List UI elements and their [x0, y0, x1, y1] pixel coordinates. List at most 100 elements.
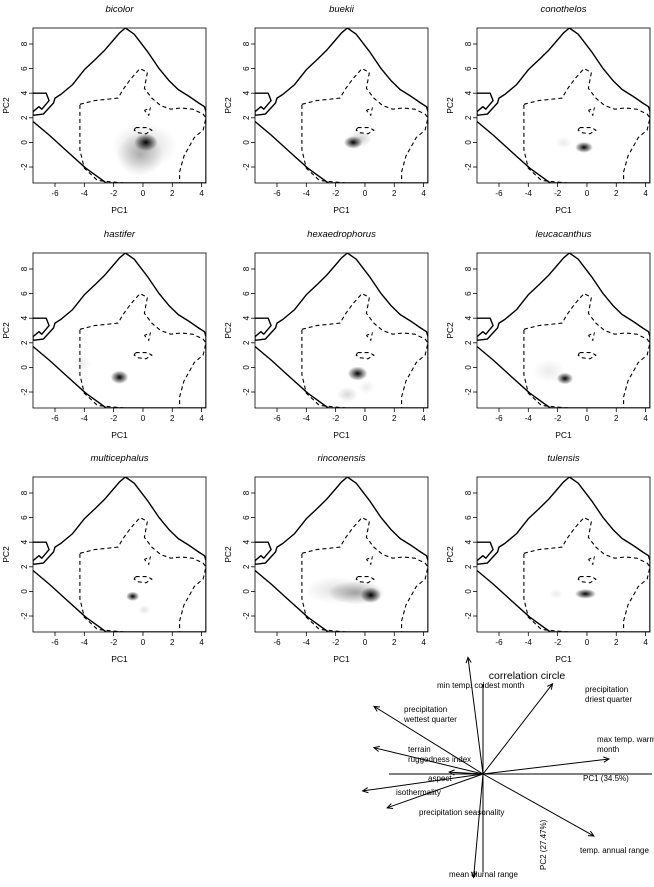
environment-outline [255, 28, 428, 183]
niche-island [133, 352, 153, 360]
y-axis-label: PC2 [445, 97, 455, 114]
y-tick-label: 0 [242, 140, 251, 145]
species-panel-multicephalus: multicephalus -6 -4 -2 0 2 4 -2 0 2 4 6 8 PC1 PC2 [1, 453, 207, 664]
x-tick-label: -4 [303, 638, 311, 647]
density-layer [336, 366, 375, 403]
species-panel-leucacanthus: leucacanthus -6 -4 -2 0 2 4 -2 0 2 4 6 8 PC1 PC2 [445, 229, 651, 440]
y-tick-label: 2 [20, 115, 29, 120]
y-axis-label: PC2 [1, 322, 11, 339]
density-layer [549, 588, 597, 599]
y-tick-label: 8 [464, 41, 473, 46]
x-axis-label: PC1 [111, 430, 128, 440]
x-tick-label: 4 [643, 189, 648, 198]
x-tick-label: 0 [585, 638, 590, 647]
niche-island [366, 556, 373, 566]
y-tick-label: 8 [464, 266, 473, 271]
density-blob [555, 136, 572, 149]
y-axis-label: PC2 [223, 97, 233, 114]
loading-arrow [373, 705, 484, 775]
niche-island [355, 352, 375, 360]
x-tick-label: -6 [495, 414, 503, 423]
density-blob [138, 604, 151, 615]
plot-frame [254, 27, 429, 184]
x-tick-label: -4 [525, 638, 533, 647]
boundary-layer [255, 28, 428, 183]
x-tick-label: 2 [392, 189, 397, 198]
y-tick-label: 2 [464, 564, 473, 569]
species-panel-bicolor: bicolor -6 -4 -2 0 2 4 -2 0 2 4 6 8 PC1 PC2 [1, 4, 207, 215]
panel-title: leucacanthus [536, 229, 592, 240]
niche-outline [523, 292, 650, 408]
arrow-head [361, 787, 369, 794]
panel-title: tulensis [547, 453, 579, 464]
boundary-layer [255, 253, 428, 408]
x-axis-label: PC1 [555, 430, 572, 440]
density-blob [347, 366, 368, 381]
x-tick-label: -4 [303, 189, 311, 198]
y-tick-label: 2 [20, 340, 29, 345]
y-tick-label: -2 [20, 163, 29, 171]
niche-outline [523, 67, 650, 183]
x-tick-label: 4 [421, 189, 426, 198]
y-tick-label: 2 [464, 340, 473, 345]
correlation-title: correlation circle [489, 670, 566, 682]
arrow-head [372, 745, 380, 752]
y-tick-label: 0 [464, 589, 473, 594]
x-tick-label: 2 [170, 638, 175, 647]
x-axis-label: PC1 [111, 205, 128, 215]
loading-arrow [373, 747, 484, 775]
environment-outline [255, 477, 428, 632]
loading-label: precipitation driest quarter [585, 685, 632, 704]
environment-outline [477, 477, 650, 632]
loading-label: terrain ruggedness index [408, 745, 471, 764]
plot-frame [476, 252, 651, 409]
niche-outline [301, 67, 428, 183]
y-tick-label: 8 [20, 266, 29, 271]
density-blob [532, 359, 566, 383]
y-tick-label: -2 [464, 612, 473, 620]
plot-frame [32, 27, 207, 184]
niche-island [355, 127, 375, 135]
plot-frame [32, 252, 207, 409]
y-axis-label: PC2 [223, 546, 233, 563]
density-blob [336, 386, 358, 403]
x-tick-label: -2 [332, 638, 340, 647]
x-tick-label: -4 [525, 189, 533, 198]
density-blob [549, 588, 564, 599]
x-tick-label: 2 [614, 189, 619, 198]
arrow-head [372, 705, 380, 712]
x-tick-label: 0 [141, 189, 146, 198]
y-tick-label: 6 [242, 515, 251, 520]
y-tick-label: -2 [464, 163, 473, 171]
loading-label: aspect [428, 774, 452, 783]
niche-island [144, 556, 151, 566]
y-tick-label: 0 [464, 365, 473, 370]
x-tick-label: -2 [332, 189, 340, 198]
x-tick-label: -4 [303, 414, 311, 423]
x-tick-label: -2 [554, 638, 562, 647]
loading-arrow [386, 773, 484, 809]
y-tick-label: 4 [464, 539, 473, 544]
density-layer [126, 591, 151, 615]
boundary-layer [33, 253, 206, 408]
x-tick-label: -6 [273, 189, 281, 198]
x-tick-label: 2 [614, 414, 619, 423]
boundary-layer [33, 28, 206, 183]
x-tick-label: 4 [199, 414, 204, 423]
x-tick-label: -6 [273, 414, 281, 423]
x-tick-label: -2 [332, 414, 340, 423]
loading-label: min temp. coldest month [437, 681, 524, 690]
x-tick-label: 4 [199, 638, 204, 647]
density-layer [111, 122, 178, 177]
y-tick-label: -2 [242, 612, 251, 620]
x-axis-label: PC1 [111, 654, 128, 664]
niche-island [133, 127, 153, 135]
x-tick-label: 4 [421, 638, 426, 647]
y-tick-label: 6 [20, 66, 29, 71]
environment-outline [477, 253, 650, 408]
niche-island [366, 107, 373, 117]
x-tick-label: -6 [51, 189, 59, 198]
boundary-layer [255, 477, 428, 632]
x-tick-label: 4 [421, 414, 426, 423]
environment-outline [33, 477, 206, 632]
